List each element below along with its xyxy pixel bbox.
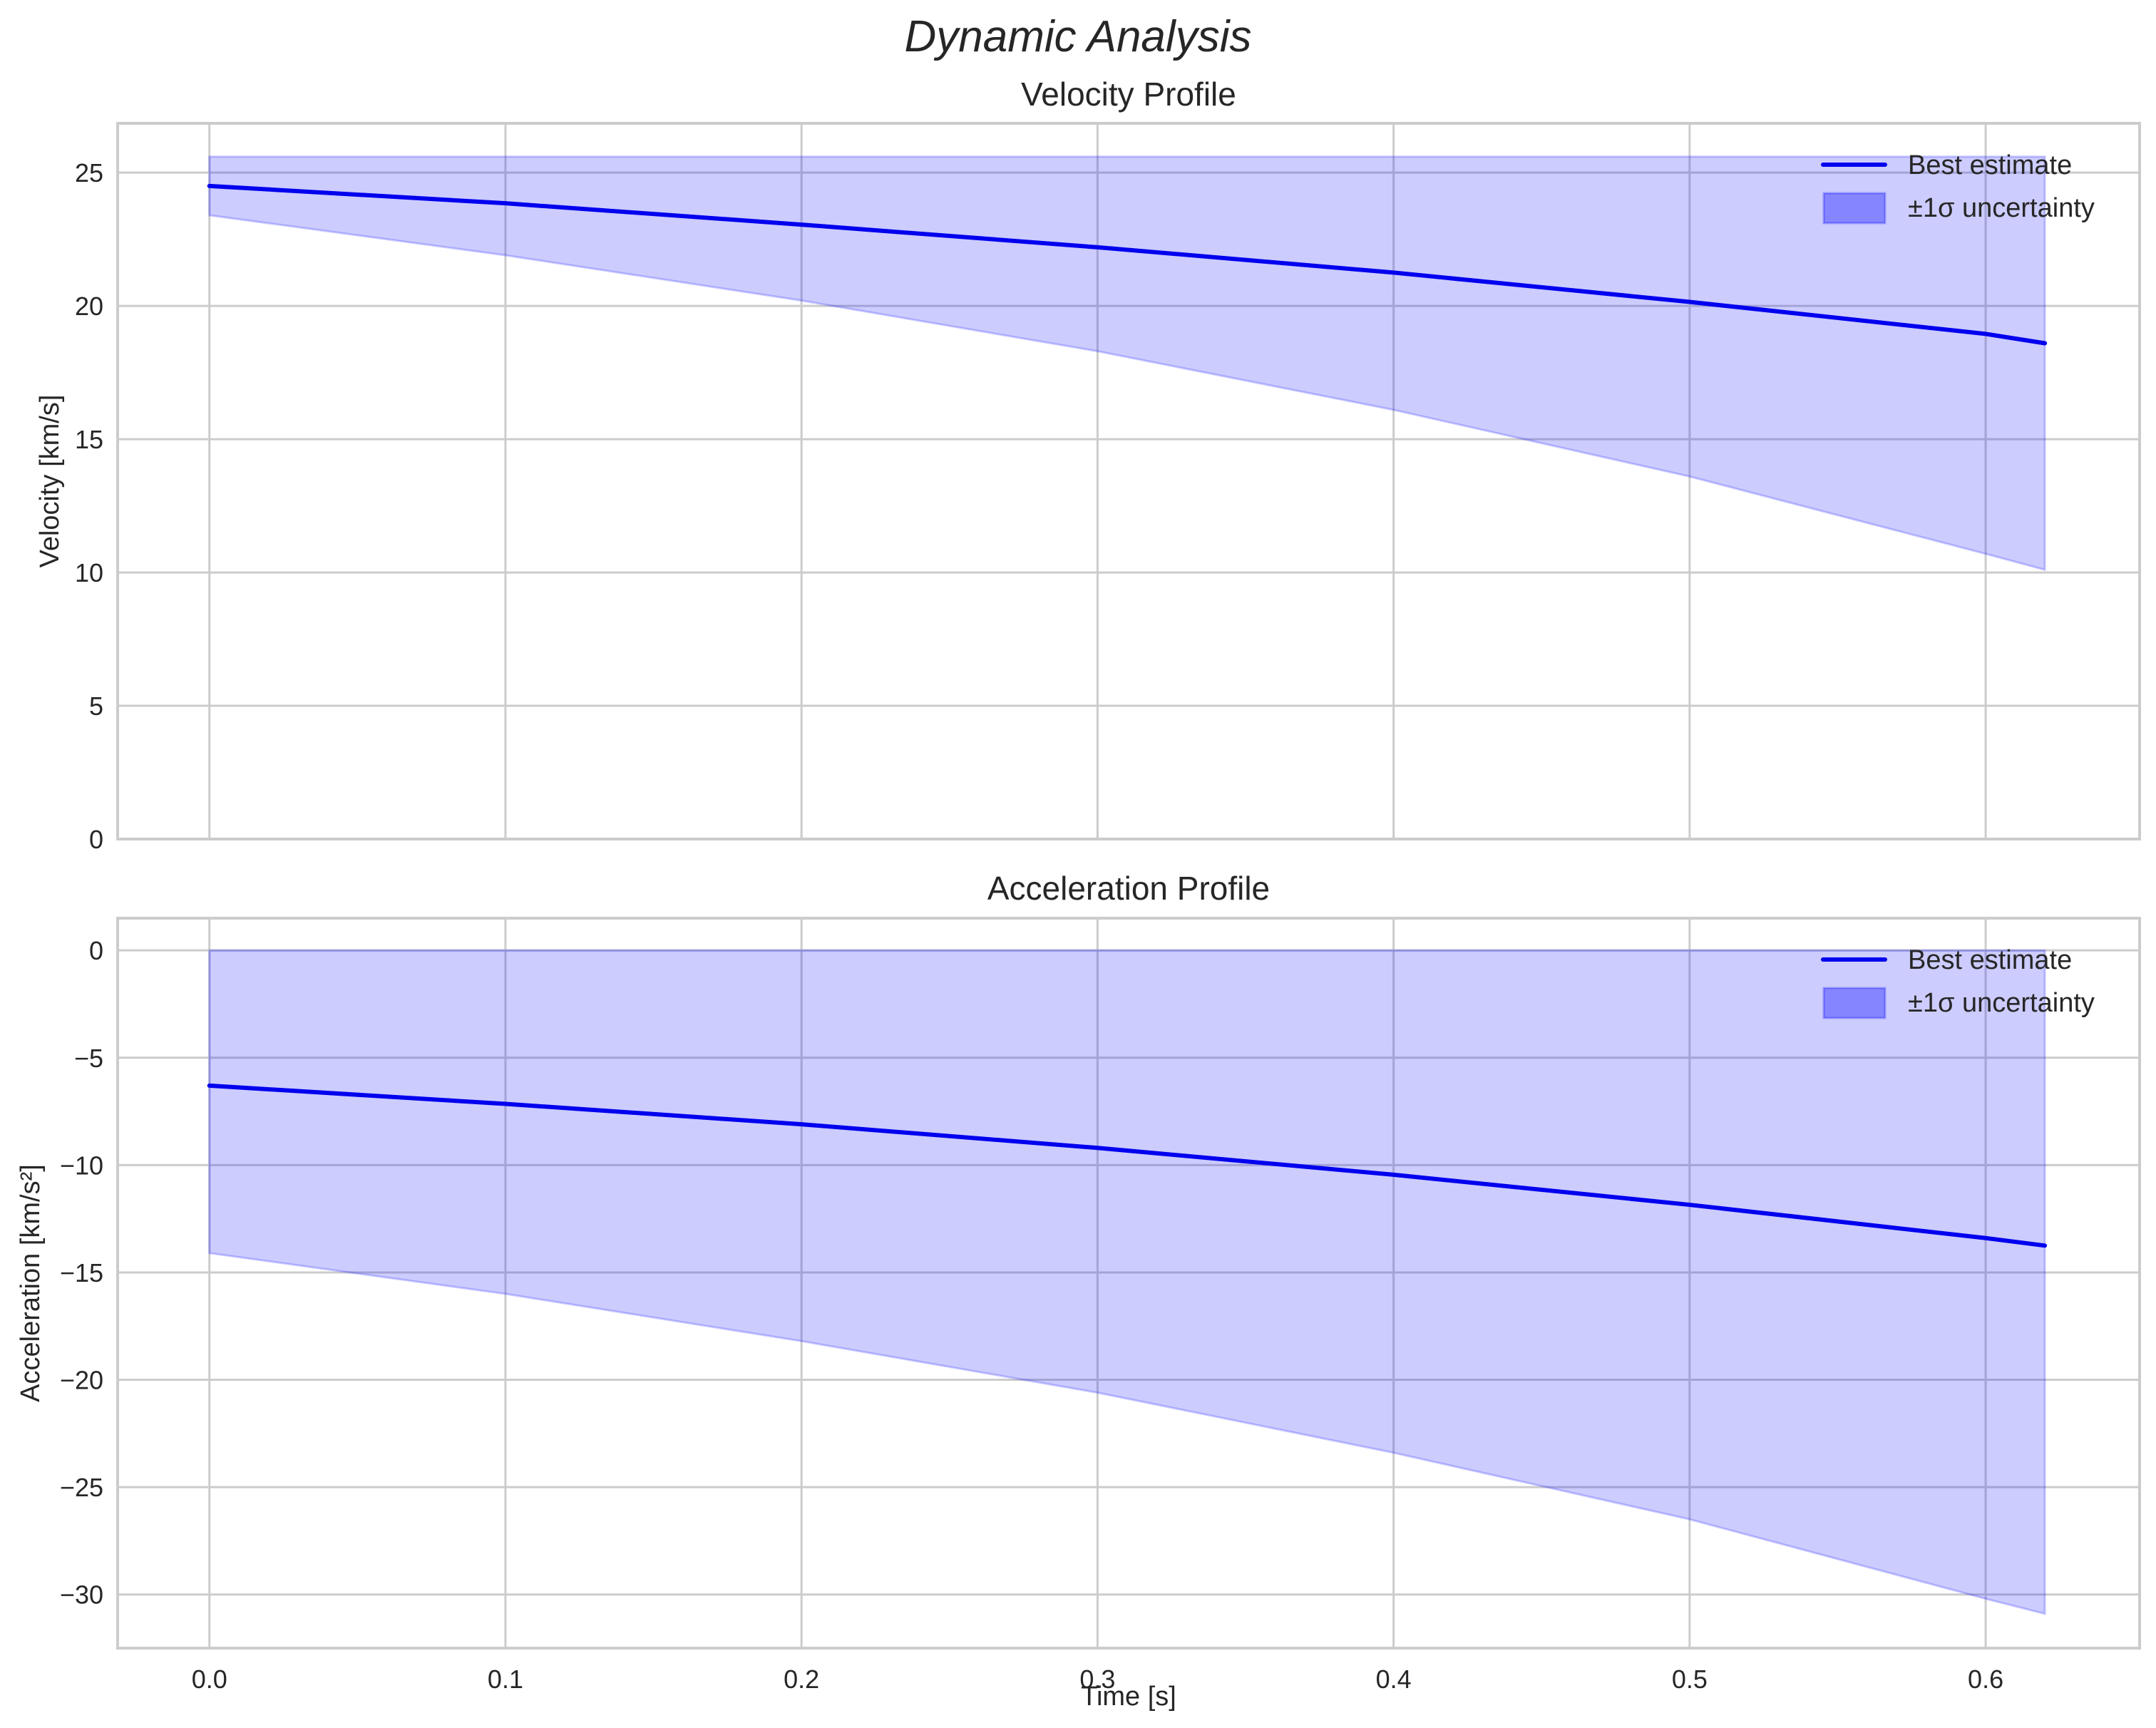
velocity-legend: Best estimate ±1σ uncertainty [1821, 150, 2095, 225]
legend-uncertainty-label: ±1σ uncertainty [1908, 193, 2095, 223]
x-ticks: 0.0 0.1 0.2 0.3 0.4 0.5 0.6 [192, 1665, 2003, 1694]
legend-uncertainty-label: ±1σ uncertainty [1908, 988, 2095, 1018]
acceleration-subplot: Acceleration Profile 0−5−10−15−20−25−30 … [16, 870, 2141, 1694]
velocity-best-estimate-line [207, 183, 2048, 346]
x-axis-label: Time [s] [1081, 1682, 1176, 1712]
x-tick-label: 0.3 [1079, 1665, 1115, 1694]
best-estimate-line-path [207, 183, 2048, 346]
velocity-y-axis-label: Velocity [km/s] [35, 395, 65, 568]
acceleration-best-estimate-line [207, 1083, 2048, 1248]
acceleration-uncertainty-band [208, 949, 2046, 1615]
x-tick-label: 0.1 [488, 1665, 523, 1694]
velocity-subplot: Velocity Profile 0 5 10 15 20 25 Velocity [km… [35, 76, 2141, 854]
uncertainty-band-area [208, 949, 2046, 1615]
legend-band-swatch [1822, 192, 1886, 225]
legend-best-estimate-label: Best estimate [1908, 150, 2072, 180]
y-tick-label: 0 [89, 936, 103, 965]
velocity-title: Velocity Profile [1021, 76, 1236, 113]
acceleration-title: Acceleration Profile [987, 870, 1270, 907]
y-tick-label: 5 [89, 691, 103, 721]
y-tick-label: 20 [75, 292, 103, 321]
velocity-y-ticks: 0 5 10 15 20 25 [75, 158, 103, 854]
y-tick-label: 0 [89, 825, 103, 854]
y-tick-label: −25 [60, 1473, 103, 1502]
x-tick-label: 0.6 [1968, 1665, 2003, 1694]
acceleration-axes-frame [116, 917, 2141, 1650]
velocity-axes-frame [116, 122, 2141, 840]
acceleration-legend: Best estimate ±1σ uncertainty [1821, 945, 2095, 1019]
x-tick-label: 0.5 [1672, 1665, 1708, 1694]
velocity-gridlines [118, 123, 2140, 840]
y-tick-label: −5 [74, 1044, 103, 1073]
acceleration-y-ticks: 0 −5 −10 −15 −20 −25 −30 [60, 936, 103, 1610]
y-tick-label: −20 [60, 1366, 103, 1395]
x-tick-label: 0.0 [192, 1665, 227, 1694]
figure-suptitle: Dynamic Analysis [905, 12, 1252, 61]
acceleration-gridlines [118, 918, 2140, 1648]
x-tick-label: 0.4 [1376, 1665, 1412, 1694]
y-tick-label: −15 [60, 1258, 103, 1287]
acceleration-y-axis-label: Acceleration [km/s²] [16, 1164, 46, 1402]
x-tick-label: 0.2 [784, 1665, 819, 1694]
y-tick-label: −30 [60, 1580, 103, 1610]
y-tick-label: 25 [75, 158, 103, 187]
y-tick-label: 10 [75, 558, 103, 587]
best-estimate-line-path [207, 1083, 2048, 1248]
velocity-uncertainty-band [208, 155, 2046, 572]
y-tick-label: −10 [60, 1151, 103, 1180]
legend-band-swatch [1822, 987, 1886, 1019]
uncertainty-band-area [208, 155, 2046, 572]
y-tick-label: 15 [75, 425, 103, 454]
legend-best-estimate-label: Best estimate [1908, 945, 2072, 975]
